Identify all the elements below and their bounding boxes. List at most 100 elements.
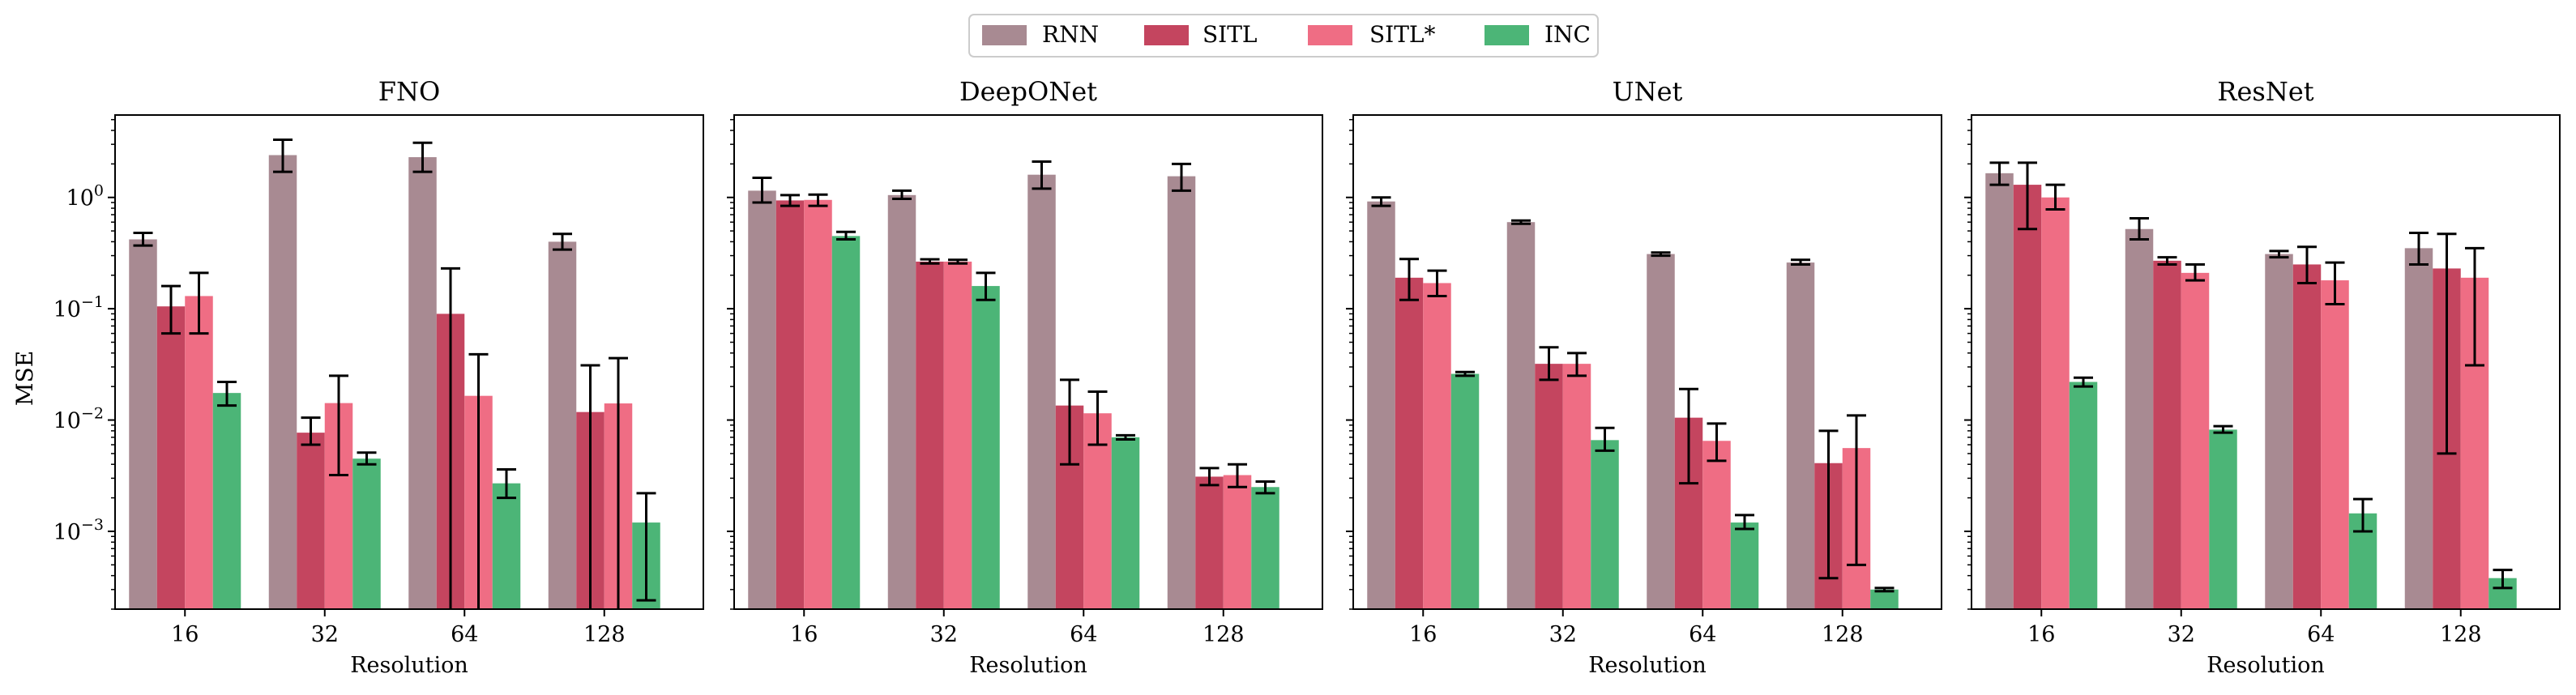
bar-inc-32 — [972, 286, 1000, 609]
bar-inc-16 — [2070, 382, 2098, 610]
y-tick-label-−2: 10−2 — [53, 405, 104, 434]
bar-rnn-128 — [1787, 262, 1815, 609]
x-tick-label-16: 16 — [171, 622, 199, 647]
x-axis-label-unet: Resolution — [1588, 653, 1707, 678]
panel-title-unet: UNet — [1613, 76, 1683, 107]
bar-sitl-star-64 — [1702, 441, 1731, 609]
legend-swatch-rnn — [982, 25, 1027, 45]
bar-sitl-16 — [2014, 185, 2042, 609]
panel-unet: 16 32 64 128 Resolution UNet — [1346, 76, 1942, 678]
bar-inc-16 — [213, 393, 241, 609]
bar-inc-128 — [1870, 590, 1899, 609]
legend-label-sitl-star: SITL* — [1369, 21, 1436, 48]
legend-swatch-sitl — [1144, 25, 1189, 45]
x-axis-label-fno: Resolution — [350, 653, 468, 678]
bar-rnn-128 — [549, 241, 577, 609]
bar-inc-32 — [1591, 440, 1619, 609]
figure: RNN SITL SITL* INC MSE 10−3 10−2 10−1 100 16… — [0, 0, 2576, 695]
bar-inc-64 — [1112, 437, 1140, 609]
x-tick-label-64: 64 — [1070, 622, 1097, 647]
bar-sitl-32 — [1535, 364, 1563, 609]
legend-label-sitl: SITL — [1203, 21, 1258, 48]
bar-sitl-star-128 — [1224, 475, 1252, 609]
bar-rnn-32 — [888, 195, 916, 609]
bar-rnn-128 — [2405, 248, 2433, 609]
bar-sitl-star-32 — [1563, 364, 1591, 609]
bar-rnn-16 — [129, 240, 157, 610]
bar-rnn-16 — [748, 190, 776, 609]
y-tick-exponent: −2 — [81, 405, 104, 423]
bar-sitl-star-16 — [1423, 283, 1451, 609]
x-tick-label-16: 16 — [1409, 622, 1437, 647]
x-tick-label-128: 128 — [583, 622, 626, 647]
x-tick-label-32: 32 — [930, 622, 958, 647]
bar-sitl-64 — [2293, 264, 2322, 609]
bar-inc-16 — [1451, 374, 1480, 609]
y-axis-label: MSE — [11, 351, 38, 406]
bar-sitl-128 — [1195, 476, 1224, 609]
legend-swatch-inc — [1485, 25, 1529, 45]
y-tick-exponent: −1 — [81, 293, 104, 311]
plot-area-fno — [129, 139, 660, 609]
bar-rnn-32 — [1507, 222, 1536, 609]
y-tick-label-−3: 10−3 — [53, 516, 104, 545]
x-tick-label-64: 64 — [451, 622, 478, 647]
bar-inc-32 — [2209, 429, 2237, 609]
legend-label-rnn: RNN — [1042, 21, 1099, 48]
x-tick-label-16: 16 — [790, 622, 818, 647]
bar-sitl-star-16 — [804, 200, 832, 609]
plot-area-deeponet — [748, 161, 1279, 609]
bar-rnn-64 — [1027, 175, 1056, 609]
panel-fno: 10−3 10−2 10−1 100 16 32 64 128 Resolution FNO — [53, 76, 703, 678]
bar-rnn-128 — [1168, 177, 1196, 609]
bar-rnn-64 — [408, 157, 437, 609]
plot-area-resnet — [1985, 163, 2517, 609]
bar-sitl-32 — [297, 433, 325, 609]
bar-rnn-16 — [1367, 202, 1395, 609]
bar-sitl-16 — [776, 200, 805, 609]
bar-rnn-64 — [2265, 254, 2293, 609]
legend-label-inc: INC — [1544, 21, 1591, 48]
bar-sitl-32 — [2153, 261, 2181, 609]
bar-rnn-32 — [2125, 229, 2154, 609]
panels: 10−3 10−2 10−1 100 16 32 64 128 Resolution FNO 16 3… — [53, 76, 2560, 678]
panel-title-resnet: ResNet — [2217, 76, 2313, 107]
x-axis-label-resnet: Resolution — [2206, 653, 2325, 678]
x-tick-label-32: 32 — [2168, 622, 2195, 647]
panel-resnet: 16 32 64 128 Resolution ResNet — [1964, 76, 2560, 678]
bar-rnn-32 — [269, 155, 297, 609]
bar-inc-16 — [832, 236, 861, 609]
bar-inc-64 — [1731, 522, 1759, 609]
bar-inc-128 — [1251, 487, 1279, 609]
y-tick-exponent: −3 — [81, 516, 104, 534]
panel-deeponet: 16 32 64 128 Resolution DeepONet — [727, 76, 1322, 678]
bar-sitl-16 — [157, 306, 186, 609]
panel-title-deeponet: DeepONet — [959, 76, 1097, 107]
bar-sitl-star-64 — [2321, 280, 2349, 609]
panel-title-fno: FNO — [378, 76, 440, 107]
legend-swatch-sitl-star — [1308, 25, 1352, 45]
bar-rnn-16 — [1985, 173, 2014, 609]
bar-sitl-16 — [1395, 278, 1424, 609]
bar-sitl-star-16 — [185, 296, 213, 609]
x-tick-label-32: 32 — [1549, 622, 1577, 647]
bar-sitl-star-32 — [944, 262, 972, 609]
bar-inc-64 — [493, 484, 521, 609]
x-tick-label-16: 16 — [2027, 622, 2055, 647]
bar-inc-32 — [352, 458, 381, 609]
bar-rnn-64 — [1647, 254, 1675, 609]
x-tick-label-64: 64 — [1689, 622, 1716, 647]
plot-area-unet — [1367, 198, 1899, 609]
y-tick-label-0: 100 — [66, 182, 104, 211]
x-tick-label-128: 128 — [1203, 622, 1245, 647]
legend: RNN SITL SITL* INC — [969, 15, 1598, 57]
x-axis-label-deeponet: Resolution — [969, 653, 1087, 678]
bar-sitl-star-16 — [2041, 198, 2070, 609]
x-tick-label-64: 64 — [2307, 622, 2335, 647]
y-tick-label-−1: 10−1 — [53, 293, 104, 322]
bar-sitl-32 — [916, 262, 944, 609]
x-tick-label-128: 128 — [1822, 622, 1864, 647]
y-tick-exponent: 0 — [94, 182, 104, 200]
x-tick-label-32: 32 — [311, 622, 339, 647]
bar-sitl-star-32 — [2181, 273, 2210, 609]
